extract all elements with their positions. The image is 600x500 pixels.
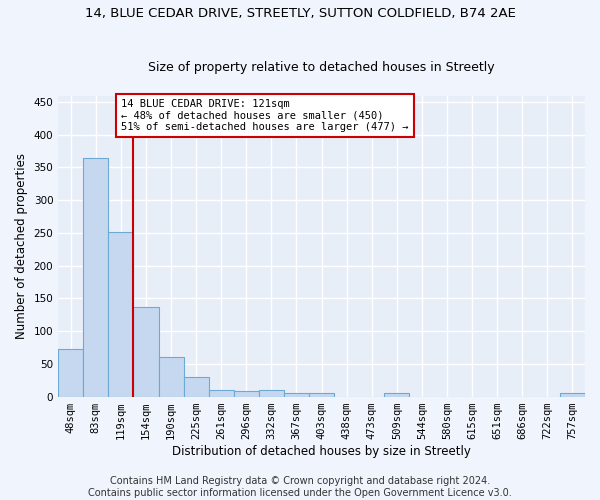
- Bar: [284, 394, 309, 396]
- Bar: [109, 232, 133, 396]
- Bar: [158, 358, 184, 397]
- Bar: [58, 350, 83, 397]
- Text: 14, BLUE CEDAR DRIVE, STREETLY, SUTTON COLDFIELD, B74 2AE: 14, BLUE CEDAR DRIVE, STREETLY, SUTTON C…: [85, 8, 515, 20]
- Bar: [234, 392, 259, 396]
- Bar: [83, 158, 109, 396]
- Bar: [560, 394, 585, 396]
- Bar: [133, 307, 158, 396]
- Bar: [259, 390, 284, 396]
- X-axis label: Distribution of detached houses by size in Streetly: Distribution of detached houses by size …: [172, 444, 471, 458]
- Text: 14 BLUE CEDAR DRIVE: 121sqm
← 48% of detached houses are smaller (450)
51% of se: 14 BLUE CEDAR DRIVE: 121sqm ← 48% of det…: [121, 99, 409, 132]
- Text: Contains HM Land Registry data © Crown copyright and database right 2024.
Contai: Contains HM Land Registry data © Crown c…: [88, 476, 512, 498]
- Bar: [385, 394, 409, 396]
- Title: Size of property relative to detached houses in Streetly: Size of property relative to detached ho…: [148, 60, 495, 74]
- Y-axis label: Number of detached properties: Number of detached properties: [15, 153, 28, 339]
- Bar: [184, 377, 209, 396]
- Bar: [309, 392, 334, 396]
- Bar: [209, 390, 234, 396]
